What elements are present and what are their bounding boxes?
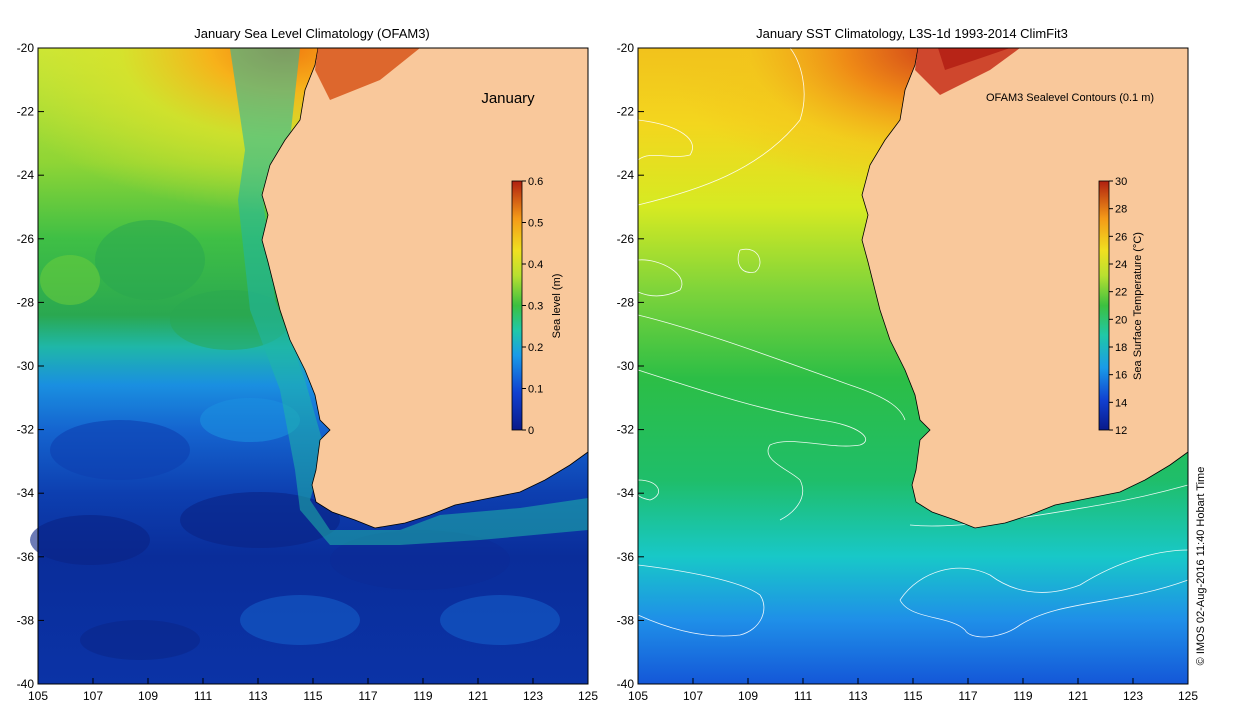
right-colorbar-tick-label: 26 (1115, 231, 1127, 243)
left-annotation: January (481, 90, 535, 107)
left-lat-tick-label: -40 (17, 677, 35, 691)
left-map-field (30, 47, 589, 684)
left-lon-tick-label: 119 (413, 689, 432, 703)
right-lat-tick-label: -36 (617, 550, 635, 564)
left-map-panel: January Sea Level Climatology (OFAM3) (17, 26, 599, 703)
left-colorbar-tick-label: 0.5 (528, 218, 543, 230)
left-lat-tick-label: -30 (17, 359, 35, 373)
left-lon-tick-label: 121 (468, 689, 488, 703)
right-colorbar-tick-label: 16 (1115, 370, 1127, 382)
right-colorbar-tick-label: 22 (1115, 287, 1127, 299)
right-colorbar-label: Sea Surface Temperature (°C) (1132, 232, 1144, 380)
left-colorbar-tick-label: 0.4 (528, 259, 543, 271)
right-lon-tick-label: 107 (683, 689, 703, 703)
right-lon-tick-label: 125 (1178, 689, 1198, 703)
left-land-australia (261, 47, 589, 529)
right-lon-tick-label: 121 (1068, 689, 1088, 703)
right-colorbar-tick-label: 20 (1115, 314, 1127, 326)
left-lat-tick-label: -28 (17, 295, 35, 309)
right-lon-tick-label: 117 (958, 689, 977, 703)
left-lon-tick-label: 117 (358, 689, 377, 703)
right-sealevel-contours (637, 47, 1189, 638)
left-lon-tick-label: 109 (138, 689, 158, 703)
left-lon-tick-label: 113 (248, 689, 267, 703)
left-colorbar-tick-label: 0.6 (528, 176, 543, 188)
left-lon-tick-label: 105 (28, 689, 48, 703)
right-lon-tick-label: 113 (848, 689, 867, 703)
right-colorbar-ticks: 12 14 16 18 20 22 24 26 28 30 (1109, 176, 1127, 437)
right-lat-tick-label: -34 (617, 486, 635, 500)
left-colorbar-label: Sea level (m) (551, 274, 563, 339)
right-panel-title: January SST Climatology, L3S-1d 1993-201… (756, 26, 1068, 41)
left-lat-tick-label: -34 (17, 486, 35, 500)
right-colorbar-tick-label: 28 (1115, 204, 1127, 216)
left-lon-tick-label: 123 (523, 689, 543, 703)
left-axes: 105 107 109 111 113 115 117 119 121 123 125 -20 -22 -… (17, 41, 599, 703)
right-colorbar-tick-label: 14 (1115, 397, 1127, 409)
left-lon-tick-label: 107 (83, 689, 103, 703)
left-colorbar-tick-label: 0.3 (528, 301, 543, 313)
right-lat-tick-label: -26 (617, 232, 635, 246)
left-lat-tick-label: -24 (17, 168, 35, 182)
left-panel-title: January Sea Level Climatology (OFAM3) (194, 26, 430, 41)
left-lon-tick-label: 111 (194, 689, 213, 703)
right-lat-tick-label: -22 (617, 105, 635, 119)
right-lon-tick-label: 109 (738, 689, 758, 703)
right-lat-tick-label: -28 (617, 295, 635, 309)
right-map-panel: January SST Climatology, L3S-1d 1993-201… (617, 26, 1199, 703)
right-colorbar-tick-label: 30 (1115, 176, 1127, 188)
left-lon-tick-label: 125 (578, 689, 598, 703)
right-lon-tick-label: 111 (794, 689, 813, 703)
right-colorbar-tick-label: 12 (1115, 425, 1127, 437)
right-lat-tick-label: -32 (617, 423, 635, 437)
right-lat-tick-label: -30 (617, 359, 635, 373)
right-lon-tick-label: 123 (1123, 689, 1143, 703)
right-colorbar-tick-label: 18 (1115, 342, 1127, 354)
left-lat-tick-label: -20 (17, 41, 35, 55)
right-lon-tick-label: 119 (1013, 689, 1032, 703)
left-colorbar-tick-label: 0.1 (528, 384, 543, 396)
left-lon-tick-label: 115 (303, 689, 322, 703)
left-colorbar: 0 0.1 0.2 0.3 0.4 0.5 0.6 Sea level (m) (511, 176, 563, 437)
left-lat-tick-label: -32 (17, 423, 35, 437)
right-lat-tick-label: -40 (617, 677, 635, 691)
right-lat-tick-label: -24 (617, 168, 635, 182)
left-colorbar-tick-label: 0 (528, 425, 534, 437)
right-colorbar-tick-label: 24 (1115, 259, 1127, 271)
left-lat-tick-label: -36 (17, 550, 35, 564)
left-lat-tick-label: -22 (17, 105, 35, 119)
right-lat-tick-label: -20 (617, 41, 635, 55)
left-colorbar-ticks: 0 0.1 0.2 0.3 0.4 0.5 0.6 (522, 176, 543, 437)
credit-text: © IMOS 02-Aug-2016 11:40 Hobart Time (1195, 467, 1207, 666)
left-colorbar-tick-label: 0.2 (528, 342, 543, 354)
right-colorbar: 12 14 16 18 20 22 24 26 28 30 Sea Surface Tempera… (1098, 176, 1144, 437)
right-lon-tick-label: 105 (628, 689, 648, 703)
right-annotation: OFAM3 Sealevel Contours (0.1 m) (986, 92, 1154, 104)
left-lat-tick-label: -26 (17, 232, 35, 246)
left-lat-tick-label: -38 (17, 613, 35, 627)
right-axes: 105 107 109 111 113 115 117 119 121 123 125 -20 -22 -… (617, 41, 1199, 703)
right-lon-tick-label: 115 (903, 689, 922, 703)
right-lat-tick-label: -38 (617, 613, 635, 627)
